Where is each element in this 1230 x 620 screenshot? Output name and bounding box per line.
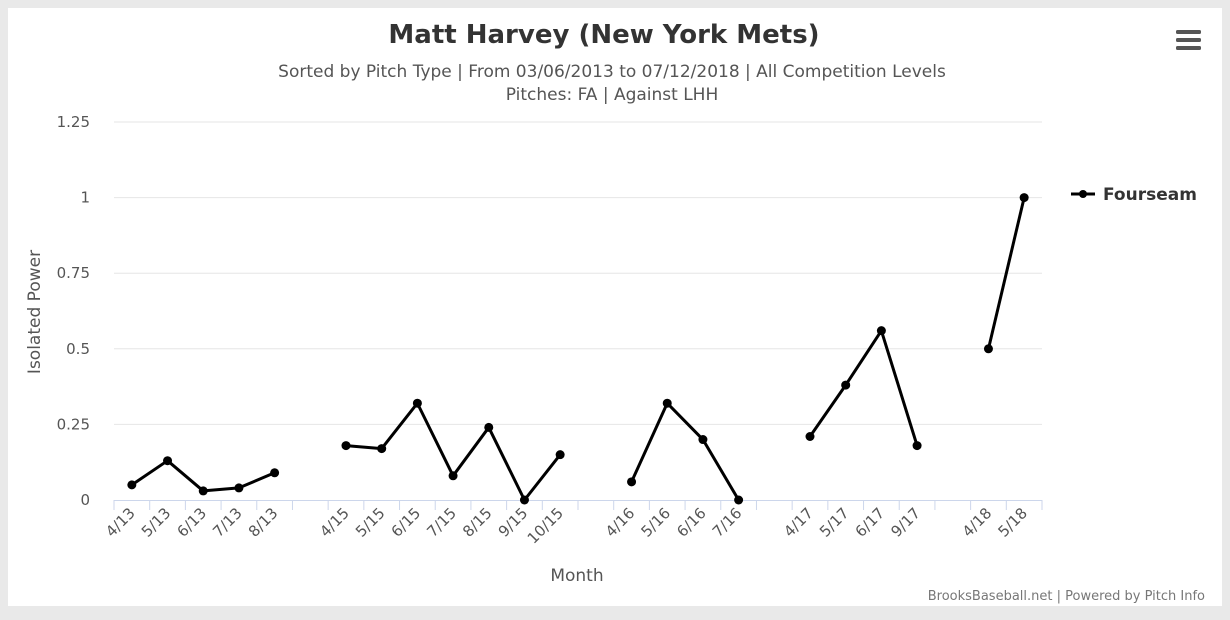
data-point[interactable] <box>127 480 137 490</box>
x-tick-label: 5/15 <box>352 504 389 541</box>
data-point[interactable] <box>163 456 173 466</box>
x-tick-label: 5/16 <box>638 504 675 541</box>
x-tick-label: 4/15 <box>316 504 353 541</box>
x-tick-label: 6/16 <box>673 504 710 541</box>
grid-lines <box>114 121 1042 425</box>
x-tick-label: 5/13 <box>138 504 175 541</box>
y-tick-label: 1.25 <box>57 113 90 131</box>
data-point[interactable] <box>841 380 851 390</box>
chart-subtitle-line1: Sorted by Pitch Type | From 03/06/2013 t… <box>278 62 946 82</box>
legend-item-fourseam[interactable]: Fourseam <box>1071 185 1197 205</box>
x-tick-label: 4/16 <box>602 504 639 541</box>
y-tick-label: 0.5 <box>66 340 90 358</box>
chart-subtitle-line2: Pitches: FA | Against LHH <box>506 85 719 105</box>
data-point[interactable] <box>198 486 208 496</box>
y-tick-label: 0.25 <box>57 415 90 433</box>
x-tick-label: 6/15 <box>388 504 425 541</box>
series-line-segment <box>630 401 740 501</box>
chart-menu-button[interactable] <box>1174 26 1204 56</box>
data-point[interactable] <box>734 495 744 505</box>
hamburger-menu-icon <box>1176 30 1201 50</box>
series-line-segment <box>131 459 276 493</box>
y-axis-title: Isolated Power <box>25 250 45 374</box>
series-line-segment <box>345 401 562 502</box>
data-point[interactable] <box>519 495 529 505</box>
data-point[interactable] <box>983 344 993 354</box>
data-point[interactable] <box>555 450 565 460</box>
x-tick-label: 7/16 <box>709 504 746 541</box>
chart-title: Matt Harvey (New York Mets) <box>388 20 819 50</box>
series-line-segment <box>987 197 1026 350</box>
x-tick-label: 8/15 <box>459 504 496 541</box>
x-tick-label: 9/17 <box>887 504 924 541</box>
data-point[interactable] <box>1019 193 1029 203</box>
x-tick-label: 10/15 <box>524 504 567 547</box>
data-point[interactable] <box>341 441 351 451</box>
legend-label: Fourseam <box>1103 185 1197 205</box>
y-tick-label: 0 <box>80 491 90 509</box>
data-point[interactable] <box>912 441 922 451</box>
x-tick-label: 4/13 <box>102 504 139 541</box>
x-axis: 4/13 5/13 6/13 7/13 8/13 4/15 5/15 6/15 7/15 8/15… <box>102 500 1043 547</box>
y-axis-ticks: 0 0.25 0.5 0.75 1 1.25 <box>57 113 90 509</box>
data-point[interactable] <box>234 483 244 493</box>
data-point[interactable] <box>377 444 387 454</box>
data-point[interactable] <box>662 398 672 408</box>
x-tick-label: 5/18 <box>994 504 1031 541</box>
x-tick-label: 5/17 <box>816 504 853 541</box>
series-fourseam <box>127 193 1029 505</box>
y-tick-label: 1 <box>80 189 90 207</box>
x-tick-label: 7/13 <box>209 504 246 541</box>
data-point[interactable] <box>270 468 280 478</box>
x-axis-title: Month <box>550 566 603 586</box>
chart-svg: Matt Harvey (New York Mets) Sorted by Pi… <box>25 20 1205 604</box>
chart-container: Matt Harvey (New York Mets) Sorted by Pi… <box>8 8 1222 606</box>
x-tick-label: 6/13 <box>174 504 211 541</box>
data-point[interactable] <box>698 435 708 445</box>
x-tick-label: 7/15 <box>423 504 460 541</box>
x-tick-label: 8/13 <box>245 504 282 541</box>
x-tick-label: 4/18 <box>959 504 996 541</box>
data-point[interactable] <box>805 431 815 441</box>
x-tick-label: 6/17 <box>852 504 889 541</box>
y-tick-label: 0.75 <box>57 264 90 282</box>
x-tick-label: 4/17 <box>780 504 817 541</box>
data-point[interactable] <box>448 471 458 481</box>
data-point[interactable] <box>876 326 886 336</box>
data-point[interactable] <box>627 477 637 487</box>
data-point[interactable] <box>484 422 494 432</box>
data-point[interactable] <box>412 398 422 408</box>
series-line-segment <box>808 329 919 447</box>
legend-marker <box>1079 190 1087 198</box>
credits-link[interactable]: BrooksBaseball.net | Powered by Pitch In… <box>928 589 1205 604</box>
